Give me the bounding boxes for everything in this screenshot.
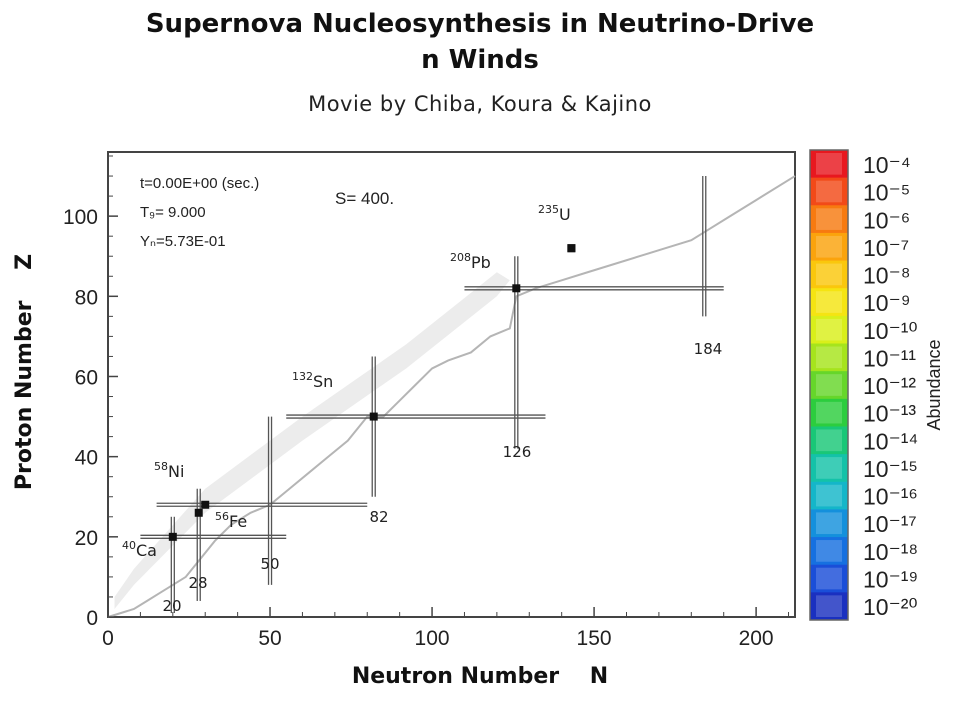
info-entropy: S= 400. <box>335 189 394 208</box>
colorbar-tick-label: 10⁻¹¹ <box>863 345 916 371</box>
info-temperature: T₉= 9.000 <box>140 204 206 221</box>
colorbar-cell <box>810 398 848 427</box>
nucleus-marker <box>194 508 203 517</box>
x-tick-label: 100 <box>415 627 450 650</box>
nucleus-marker <box>567 244 576 253</box>
abundance-colorbar: 10⁻⁴10⁻⁵10⁻⁶10⁻⁷10⁻⁸10⁻⁹10⁻¹⁰10⁻¹¹10⁻¹²1… <box>809 149 944 621</box>
colorbar-cell-highlight <box>816 512 842 535</box>
colorbar-cell-highlight <box>816 567 842 590</box>
colorbar-cell <box>810 592 848 621</box>
colorbar-tick-label: 10⁻¹⁸ <box>863 539 918 565</box>
magic-number-label-126: 126 <box>503 443 532 461</box>
magic-number-label-28: 28 <box>188 574 207 592</box>
isotope-label-ni: 58Ni <box>154 460 184 481</box>
y-tick-label: 80 <box>75 286 98 309</box>
x-tick-label: 150 <box>577 627 612 650</box>
colorbar-cell-highlight <box>816 235 842 258</box>
colorbar-tick-label: 10⁻¹⁷ <box>863 511 917 537</box>
colorbar-cell <box>810 537 848 566</box>
x-tick-label: 0 <box>102 627 114 650</box>
colorbar-frame <box>809 149 849 621</box>
colorbar-tick-label: 10⁻⁹ <box>863 290 911 316</box>
colorbar-cell-highlight <box>816 595 842 617</box>
colorbar-cell-highlight <box>816 429 842 452</box>
nucleus-marker <box>201 500 210 509</box>
y-tick-label: 60 <box>75 366 98 389</box>
colorbar-cell <box>810 481 848 510</box>
colorbar-tick-label: 10⁻⁵ <box>863 180 910 206</box>
isotope-label-pb: 208Pb <box>450 251 491 272</box>
colorbar-tick-label: 10⁻⁶ <box>863 207 910 233</box>
plot-frame <box>107 151 796 618</box>
y-tick-label: 0 <box>86 607 98 630</box>
colorbar-tick-label: 10⁻²⁰ <box>863 594 918 620</box>
colorbar-label: Abundance <box>924 339 944 430</box>
colorbar-cell <box>810 150 848 179</box>
colorbar-cell <box>810 315 848 345</box>
nuclei-band <box>114 272 510 609</box>
colorbar-cell-highlight <box>816 208 842 230</box>
y-tick-label: 100 <box>63 206 98 229</box>
colorbar-cell <box>810 454 848 483</box>
colorbar-cell <box>810 564 848 593</box>
isotope-label-sn: 132Sn <box>292 370 333 391</box>
colorbar-tick-label: 10⁻¹⁰ <box>863 318 918 344</box>
colorbar-cell-highlight <box>816 180 842 203</box>
colorbar-tick-label: 10⁻¹⁵ <box>863 456 918 482</box>
colorbar-tick-label: 10⁻⁷ <box>863 235 909 261</box>
colorbar-cell <box>810 260 848 289</box>
x-tick-label: 200 <box>739 627 774 650</box>
isotope-label-ca: 40Ca <box>122 539 157 560</box>
neutron-drip-line <box>107 175 796 618</box>
colorbar-cell-highlight <box>816 263 842 286</box>
magic-number-label-184: 184 <box>694 340 723 358</box>
y-axis-label: Proton Number Z <box>12 253 37 491</box>
colorbar-tick-label: 10⁻¹⁹ <box>863 566 918 592</box>
colorbar-cell <box>810 509 848 538</box>
colorbar-cell-highlight <box>816 374 842 396</box>
x-axis-label: Neutron Number N <box>351 664 609 689</box>
magic-number-label-50: 50 <box>260 555 279 573</box>
colorbar-tick-label: 10⁻¹² <box>863 373 916 399</box>
colorbar-tick-label: 10⁻¹⁴ <box>863 428 918 454</box>
colorbar-cell <box>810 177 848 206</box>
colorbar-cell <box>810 205 848 234</box>
colorbar-cell-highlight <box>816 346 842 369</box>
plot-area: 0 50 100 150 200 0 20 40 60 80 100 t=0.00E+00 (sec.… <box>63 151 796 650</box>
y-tick-label: 20 <box>75 527 98 550</box>
info-neutron-abundance: Yₙ=5.73E-01 <box>140 233 226 250</box>
magic-number-label-82: 82 <box>369 508 388 526</box>
colorbar-tick-label: 10⁻⁸ <box>863 263 910 289</box>
colorbar-tick-label: 10⁻⁴ <box>863 152 911 178</box>
info-time: t=0.00E+00 (sec.) <box>140 175 259 192</box>
page-subtitle: Movie by Chiba, Koura & Kajino <box>308 92 652 116</box>
colorbar-cell-highlight <box>816 484 842 507</box>
colorbar-cell-highlight <box>816 457 842 479</box>
colorbar-cell-highlight <box>816 153 842 175</box>
colorbar-cell <box>810 343 848 372</box>
colorbar-cell <box>810 232 848 262</box>
nucleus-marker <box>512 284 521 293</box>
y-tick-label: 40 <box>75 447 98 470</box>
magic-number-label-20: 20 <box>162 597 181 615</box>
nucleus-marker <box>168 532 177 541</box>
nucleus-marker <box>369 412 378 421</box>
colorbar-cell <box>810 288 848 317</box>
isotope-label-u: 235U <box>538 203 571 224</box>
page-title: Supernova Nucleosynthesis in Neutrino-Dr… <box>145 9 815 75</box>
colorbar-cell <box>810 371 848 400</box>
colorbar-tick-label: 10⁻¹³ <box>863 401 916 427</box>
colorbar-cell-highlight <box>816 291 842 313</box>
colorbar-cell-highlight <box>816 401 842 424</box>
colorbar-cell-highlight <box>816 318 842 341</box>
x-tick-label: 50 <box>258 627 281 650</box>
colorbar-cell-highlight <box>816 540 842 562</box>
colorbar-tick-label: 10⁻¹⁶ <box>863 484 918 510</box>
colorbar-cell <box>810 426 848 455</box>
isotope-label-fe: 56Fe <box>215 510 247 531</box>
